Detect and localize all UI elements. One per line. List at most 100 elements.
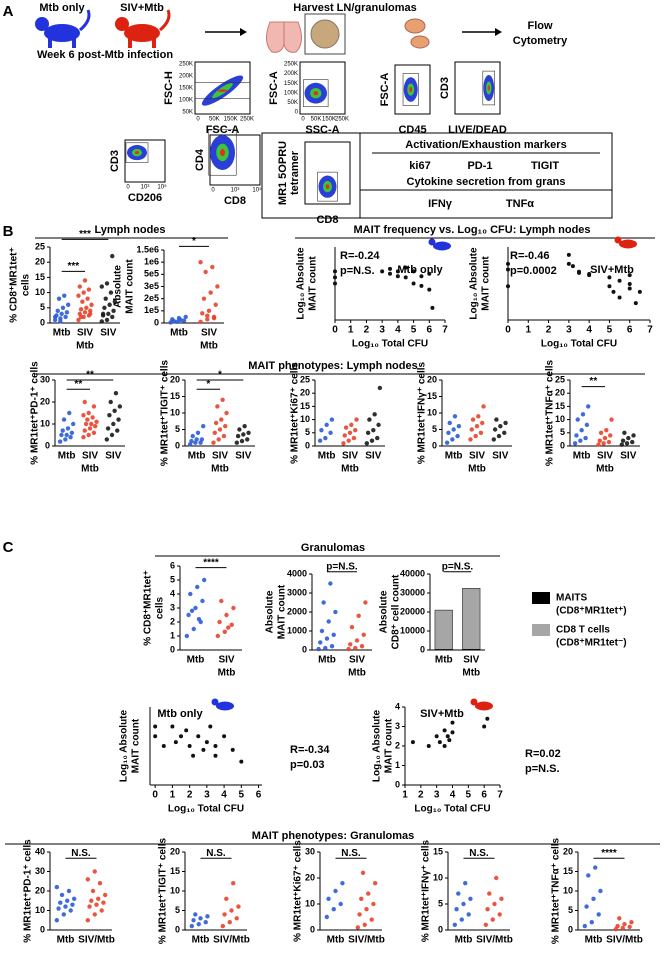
point [184,728,189,733]
bar-segment [462,588,481,650]
dot [110,253,115,259]
y-tick-label: 40000 [400,568,425,578]
y-tick-label: 5 [560,427,565,437]
dot [353,645,358,651]
dot [54,918,60,923]
legend-swatch [532,592,550,604]
dot [245,437,250,442]
dot [572,441,578,446]
dot [601,441,606,446]
gate [303,79,329,108]
dot [64,310,70,315]
y-tick-label: 100K [284,90,298,96]
x-tick-label: 150K [224,117,238,123]
y-axis-label: % MR1tet⁺Ki67⁺ cells [293,840,304,942]
dot [70,902,75,907]
dot [316,646,321,652]
dot [499,896,504,901]
dot [190,433,195,439]
x-tick-label: SIV [105,451,121,462]
dot [347,430,353,435]
dot [64,432,69,438]
dot [328,430,333,435]
dot [91,430,97,435]
y-axis-label: CD3 [109,150,121,172]
legend-swatch [532,624,550,636]
dot [200,598,205,604]
y-tick-label: 2000 [287,606,307,616]
dot [620,438,626,443]
dot [201,577,207,583]
dot [99,319,105,324]
dot [333,609,338,615]
x-tick-label: Mtb [188,451,206,462]
dot [71,896,77,901]
dot [234,440,239,445]
y-tick-label: 5 [175,424,180,434]
x-tick-label: 2 [187,790,193,801]
point [633,301,638,306]
dot [329,644,335,649]
section-header: MAIT phenotypes: Granulomas [252,830,415,842]
y-axis-label: % MR1tet⁺TIGIT⁺ cells [158,837,169,944]
dot [77,284,82,289]
bar-segment [434,609,453,650]
x-tick-label: Mtb [187,655,205,666]
dot [372,412,377,417]
dot [478,430,484,435]
point [395,274,400,279]
x-tick-label: 250K [335,117,349,123]
dot [324,422,329,428]
dot [89,302,94,307]
dot [63,904,68,909]
x-tick-label: Mtb [585,935,603,946]
x-tick-label: Mtb [435,655,453,666]
y-axis-label: % MR1tet⁺Ki67⁺ cells [290,362,301,464]
dot [323,435,328,441]
dot [87,904,92,909]
x-tick-label: 1 [402,790,408,801]
point [607,275,612,280]
dot [575,417,580,422]
dot [371,427,376,433]
dot [213,420,219,426]
y-axis-label: Absolute [265,590,276,633]
dot [333,888,338,894]
dot [219,598,224,604]
y-axis-label: FSC-A [268,71,280,105]
dot [454,907,459,912]
x-tick-label: 5 [466,790,472,801]
dot [67,410,72,416]
x-tick-label: Mtb [58,451,76,462]
y-tick-label: 20 [40,396,50,406]
x-tick-label: 1 [526,325,532,336]
point [179,734,184,739]
point [153,724,158,729]
dot [340,881,345,886]
dot [195,584,200,590]
dot [331,632,336,637]
dot [609,417,614,422]
dot [598,888,603,894]
dot [100,311,106,317]
x-axis-label: CD45 [398,124,426,136]
dot [198,916,203,921]
x-axis-label: Log₁₀ Total CFU [168,804,244,815]
point [617,295,622,300]
dot [211,315,217,321]
dot [82,310,88,315]
point [506,267,510,272]
y-axis-label: CD3 [439,77,451,99]
x-tick-label: 0 [332,325,338,336]
x-tick-label: SIV/Mtb [348,935,385,946]
point [170,724,175,729]
y-tick-label: 250K [284,62,298,68]
dot [343,425,349,430]
y-axis-label: MAIT count [308,256,319,311]
dot [591,896,596,901]
x-tick-label: 6 [427,325,433,336]
dot [604,427,609,433]
x-tick-label: 0 [505,325,511,336]
y-tick-label: 5 [305,427,310,437]
